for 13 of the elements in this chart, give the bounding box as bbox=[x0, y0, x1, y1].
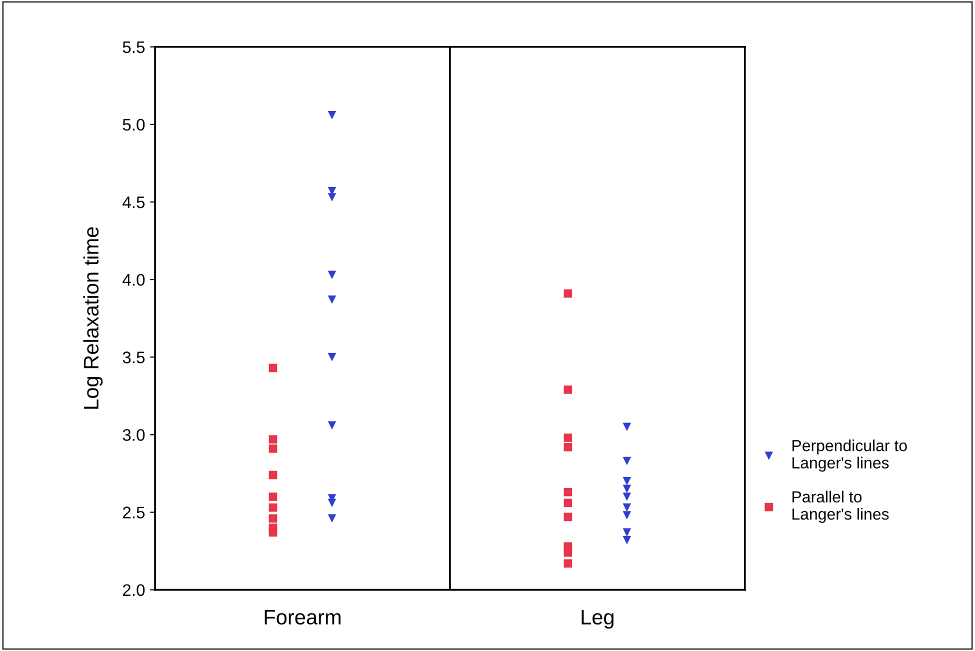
y-tick-label: 3.0 bbox=[122, 429, 145, 441]
legend-label: Parallel to Langer's lines bbox=[792, 490, 889, 523]
y-tick-label: 5.0 bbox=[122, 118, 145, 131]
y-tick-label: 5.5 bbox=[122, 41, 145, 54]
legend-label: Perpendicular to Langer's lines bbox=[792, 440, 907, 472]
y-tick-label: 2.0 bbox=[122, 584, 145, 596]
y-axis-title: Log Relaxation time bbox=[83, 227, 103, 409]
x-tick-label: Forearm bbox=[264, 610, 340, 625]
y-tick-label: 3.5 bbox=[122, 352, 145, 364]
y-tick-label: 4.0 bbox=[122, 274, 145, 286]
y-tick-label: 2.5 bbox=[122, 506, 145, 518]
x-tick-label: Leg bbox=[582, 610, 614, 629]
y-tick-label: 4.5 bbox=[122, 196, 145, 208]
